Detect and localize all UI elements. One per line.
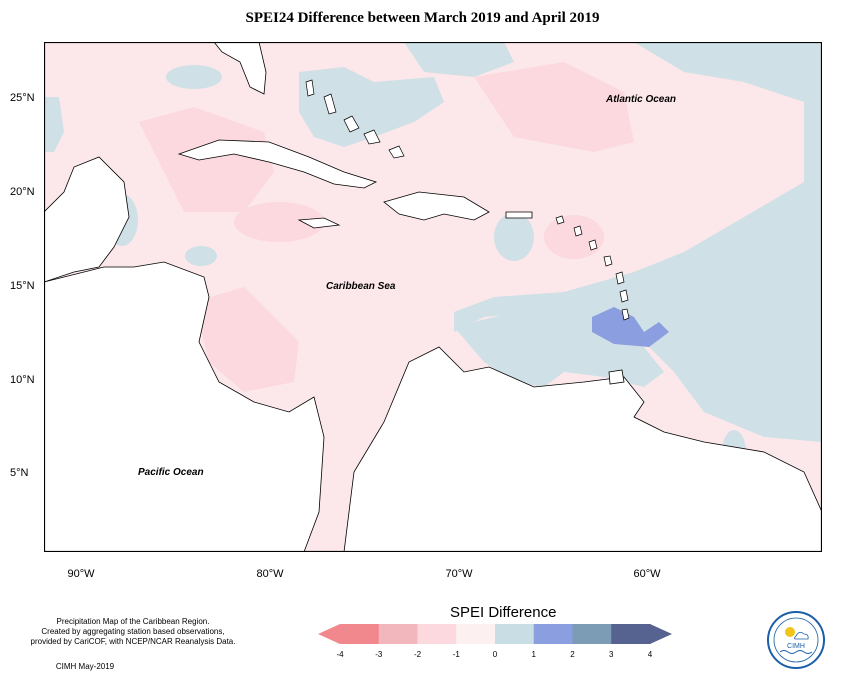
blue-zone-atlantic-east <box>454 42 822 442</box>
pink-zone-central <box>139 107 274 212</box>
sun-icon <box>785 627 795 637</box>
map-panel <box>44 42 822 552</box>
note-line1: Precipitation Map of the Caribbean Regio… <box>56 617 210 626</box>
x-tick-label: 80°W <box>256 568 284 580</box>
credit-line: CIMH May-2019 <box>55 662 115 671</box>
wave-icon <box>779 650 813 654</box>
legend-tick-label: -4 <box>336 650 344 659</box>
legend-tick-label: 2 <box>570 650 575 659</box>
y-tick-label: 15°N <box>10 280 35 292</box>
y-tick-label: 10°N <box>10 374 35 386</box>
pacific-ocean-label: Pacific Ocean <box>138 467 204 478</box>
pink-zone-centam <box>194 287 299 392</box>
legend-swatch <box>572 624 612 644</box>
x-tick-label: 60°W <box>633 568 661 580</box>
blue-zone-bahamas <box>299 67 444 147</box>
purple-zone-windward <box>592 307 669 347</box>
legend-swatch <box>417 624 457 644</box>
pink-zone-atlantic <box>474 62 634 152</box>
blue-zone-small1 <box>185 246 217 266</box>
legend-swatch <box>340 624 380 644</box>
blue-zone-small3 <box>166 65 222 89</box>
y-tick-label: 25°N <box>10 92 35 104</box>
blue-zone-west <box>44 97 64 152</box>
blue-zone-southsea <box>454 297 664 387</box>
legend-tick-label: 4 <box>648 650 653 659</box>
note-line2: Created by aggregating station based obs… <box>41 627 225 636</box>
land-bahamas <box>305 79 405 159</box>
land-jamaica <box>297 217 341 229</box>
legend-tick-label: -3 <box>375 650 383 659</box>
atlantic-ocean-label: Atlantic Ocean <box>606 94 677 105</box>
blue-zone-northeast <box>404 42 514 77</box>
caribbean-sea-label: Caribbean Sea <box>326 281 396 292</box>
land-southam <box>343 346 822 552</box>
legend-title: SPEI Difference <box>450 604 557 621</box>
land-mexico <box>44 156 130 283</box>
land-trinidad <box>608 369 625 385</box>
land-lesser-antilles <box>555 215 630 321</box>
legend-swatch <box>456 624 496 644</box>
blue-zone-small2 <box>494 213 534 261</box>
legend-tick-label: -1 <box>453 650 461 659</box>
land-cuba <box>177 139 378 189</box>
logo-text: CIMH <box>787 643 805 650</box>
legend-colorbar: -4 -3 -2 -1 0 1 2 3 4 <box>318 624 672 659</box>
legend-arrow-right <box>650 624 672 644</box>
legend-arrow-left <box>318 624 340 644</box>
land-centam <box>44 261 325 552</box>
map-frame <box>44 42 822 552</box>
pink-zone-hispaniola <box>234 202 324 242</box>
land-pr <box>505 211 533 219</box>
y-tick-label: 5°N <box>10 467 29 479</box>
land-florida <box>213 42 267 95</box>
legend-tick-label: 1 <box>532 650 537 659</box>
y-tick-label: 20°N <box>10 186 35 198</box>
cloud-icon <box>794 632 809 640</box>
x-tick-label: 70°W <box>445 568 473 580</box>
legend-tick-label: 3 <box>609 650 614 659</box>
x-tick-label: 90°W <box>67 568 95 580</box>
legend-swatch <box>495 624 535 644</box>
legend-tick-label: 0 <box>493 650 498 659</box>
land-hispaniola <box>383 191 490 221</box>
cimh-logo: CIMH <box>767 611 825 669</box>
legend-tick-label: -2 <box>414 650 422 659</box>
map-title: SPEI24 Difference between March 2019 and… <box>245 10 600 26</box>
legend-swatch <box>378 624 418 644</box>
legend-swatch <box>533 624 573 644</box>
note-line3: provided by CariCOF, with NCEP/NCAR Rean… <box>30 637 236 646</box>
pink-zone-pr <box>544 215 604 259</box>
legend-swatch <box>611 624 651 644</box>
